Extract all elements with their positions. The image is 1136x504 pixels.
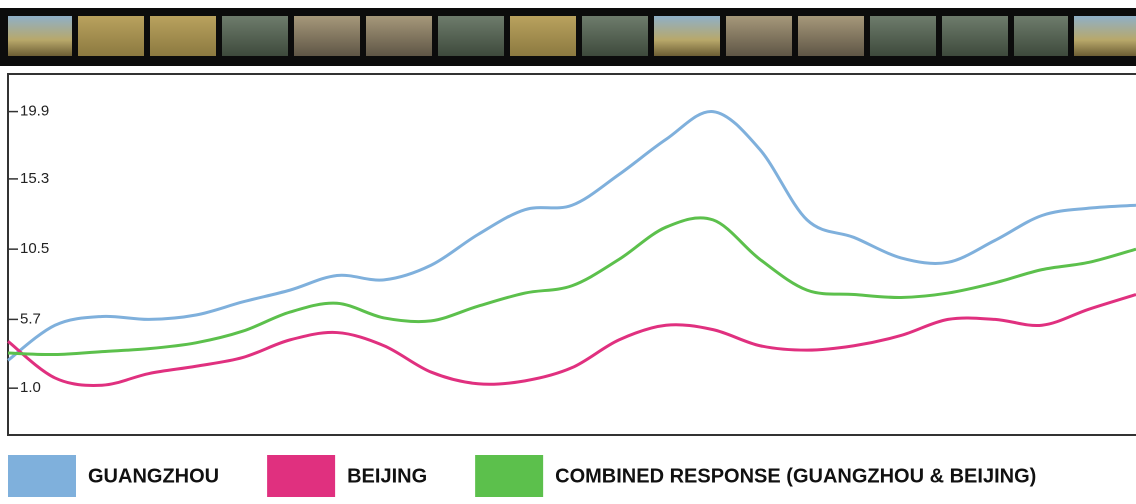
legend-label: GUANGZHOU xyxy=(88,465,219,487)
data-line xyxy=(7,293,1136,387)
y-tick-label: 1.0 xyxy=(20,379,41,396)
legend-label: COMBINED RESPONSE (GUANGZHOU & BEIJING) xyxy=(555,465,1036,487)
legend-swatch xyxy=(267,455,336,497)
plot-frame xyxy=(7,73,1136,436)
y-tick-label: 15.3 xyxy=(20,170,49,187)
y-tick-label: 19.9 xyxy=(20,103,49,120)
film-strip xyxy=(0,0,1136,66)
y-tick-label: 10.5 xyxy=(20,240,49,257)
legend-swatch xyxy=(8,455,76,497)
data-line xyxy=(7,110,1136,362)
data-line xyxy=(7,216,1136,357)
legend-swatch xyxy=(475,455,544,497)
legend-label: BEIJING xyxy=(347,465,427,487)
y-tick-label: 5.7 xyxy=(20,310,41,327)
